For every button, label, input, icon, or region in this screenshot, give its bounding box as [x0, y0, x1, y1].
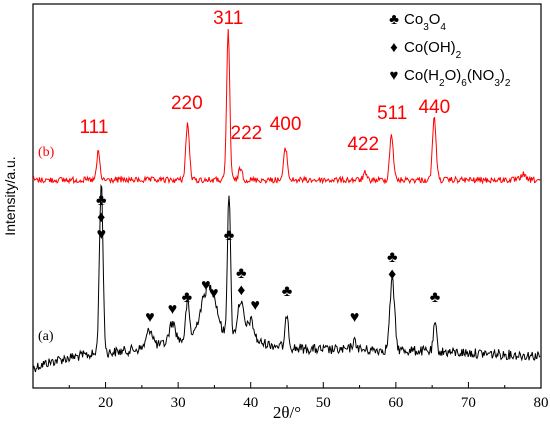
phase-marker: ♥	[168, 301, 178, 318]
legend-subscript: 2	[439, 78, 445, 89]
phase-marker: ♣	[182, 289, 193, 306]
series-layer: (a) (b)	[32, 28, 541, 373]
legend-subscript: 3	[423, 22, 429, 33]
legend-text: O	[429, 11, 441, 28]
hkl-label: 220	[171, 93, 203, 114]
hkl-labels: 111 220 311 222 400 422 511 440	[80, 8, 451, 155]
legend-subscript: 6	[461, 78, 467, 89]
legend-symbol: ♥	[390, 67, 399, 84]
legend-text: Co	[404, 11, 423, 28]
phase-marker: ♣	[387, 249, 398, 266]
phase-marker: ♣	[282, 283, 293, 300]
legend-label: Co(OH)2	[404, 39, 462, 61]
series-line-b	[32, 28, 541, 185]
legend-text: Co(H	[404, 67, 439, 84]
phase-marker: ♥	[145, 309, 155, 326]
hkl-label: 422	[347, 134, 379, 155]
phase-markers: ♣♦♥♥ ♥♣♥♥♣♣♦♥♣♥♣♦♣	[96, 192, 441, 326]
x-tick-label: 40	[243, 395, 258, 411]
legend-label: Co3O4	[404, 11, 446, 33]
legend-text: (NO	[467, 67, 495, 84]
phase-marker: ♥	[201, 277, 211, 294]
series-label-a: (a)	[38, 329, 54, 344]
phase-marker: ♥	[350, 309, 360, 326]
hkl-label: 311	[213, 8, 243, 29]
x-tick-label: 50	[316, 395, 331, 411]
legend: ♣ Co3O4♦ Co(OH)2♥ Co(H2O)6(NO3)2	[389, 11, 511, 89]
phase-marker: ♦	[388, 266, 396, 283]
legend-subscript: 4	[440, 22, 446, 33]
x-axis-ticks: 20 30 40 50 60 70 80	[68, 382, 549, 411]
x-axis-label: 2θ/°	[273, 403, 301, 422]
legend-symbol: ♦	[390, 39, 398, 56]
phase-marker: ♦	[97, 209, 105, 226]
series-label-b: (b)	[38, 145, 55, 160]
phase-marker: ♥	[96, 226, 106, 243]
hkl-label: 222	[231, 123, 263, 144]
y-axis-label: Intensity/a.u.	[2, 156, 18, 235]
legend-subscript: 2	[505, 78, 511, 89]
phase-marker: ♣	[236, 265, 247, 282]
hkl-label: 440	[418, 97, 450, 118]
x-tick-label: 20	[98, 395, 113, 411]
legend-subscript: 2	[456, 50, 462, 61]
phase-marker: ♥	[250, 297, 260, 314]
x-tick-label: 70	[461, 395, 476, 411]
x-tick-label: 80	[534, 395, 549, 411]
plot-frame	[32, 3, 542, 389]
legend-text: O)	[445, 67, 462, 84]
x-tick-label: 30	[171, 395, 186, 411]
hkl-label: 511	[377, 103, 407, 124]
legend-text: Co(OH)	[404, 39, 456, 56]
legend-subscript: 3	[494, 78, 500, 89]
phase-marker: ♣	[430, 289, 441, 306]
hkl-label: 400	[270, 114, 302, 135]
hkl-label: 111	[80, 117, 109, 138]
series-line-a	[32, 184, 541, 373]
phase-marker: ♣	[96, 192, 107, 209]
phase-marker: ♣	[224, 227, 235, 244]
x-tick-label: 60	[388, 395, 403, 411]
phase-marker: ♥	[209, 285, 219, 302]
legend-text: )	[500, 67, 505, 84]
phase-marker: ♦	[237, 282, 245, 299]
legend-label: Co(H2O)6(NO3)2	[404, 67, 511, 89]
legend-symbol: ♣	[389, 11, 399, 28]
